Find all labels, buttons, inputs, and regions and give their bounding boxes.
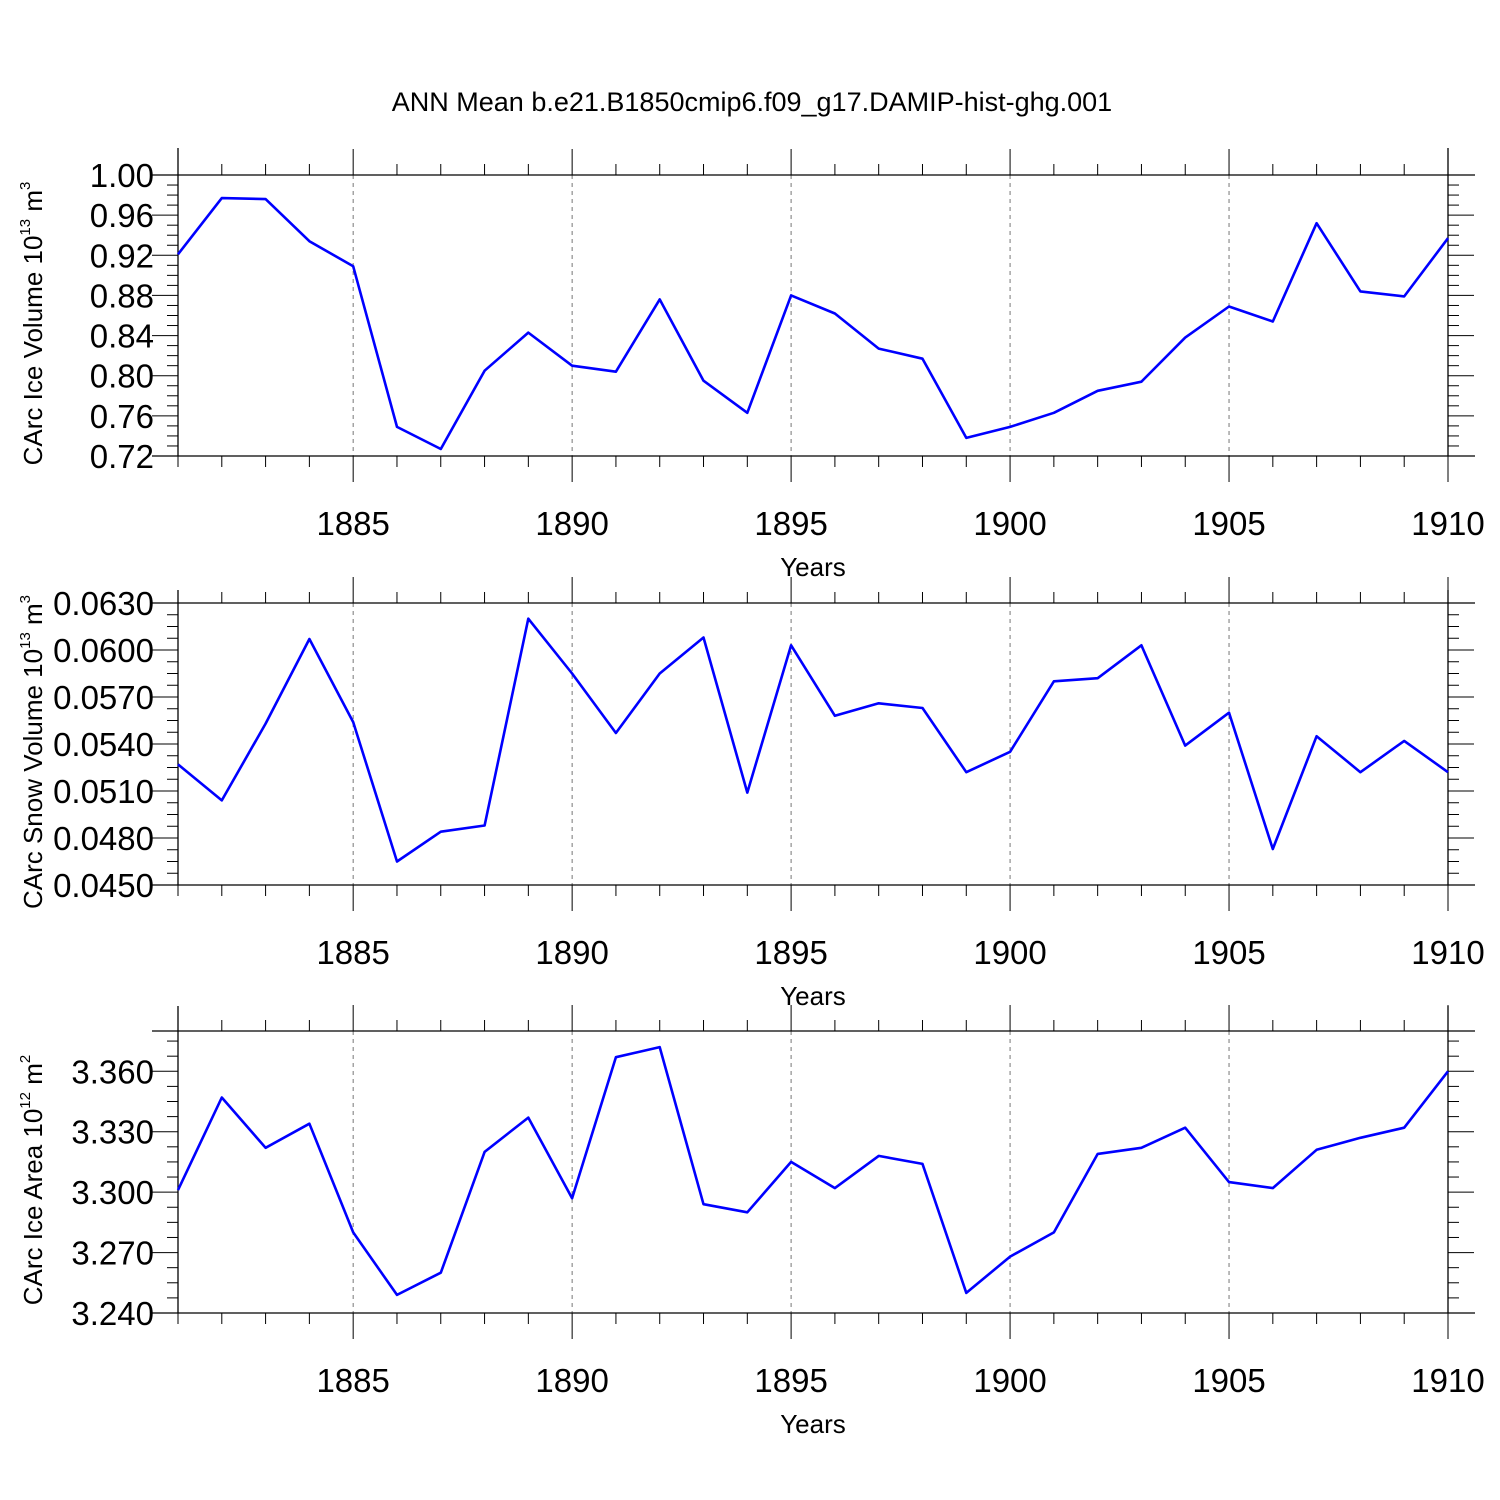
y-tick-label: 0.0450 — [53, 867, 154, 904]
x-tick-label: 1895 — [754, 934, 827, 971]
y-tick-label: 0.76 — [90, 398, 154, 435]
series-line — [176, 196, 1450, 451]
y-tick-label: 0.80 — [90, 358, 154, 395]
x-axis-title: Years — [780, 981, 846, 1011]
y-tick-label: 3.240 — [71, 1295, 154, 1332]
y-tick-label: 0.96 — [90, 197, 154, 234]
x-tick-label: 1890 — [535, 505, 608, 542]
x-tick-label: 1895 — [754, 1362, 827, 1399]
x-tick-label: 1885 — [316, 934, 389, 971]
y-tick-label: 3.270 — [71, 1235, 154, 1272]
x-axis-title: Years — [780, 1409, 846, 1439]
y-tick-label: 1.00 — [90, 157, 154, 194]
y-tick-label: 3.360 — [71, 1053, 154, 1090]
x-tick-label: 1900 — [973, 1362, 1046, 1399]
x-tick-label: 1905 — [1192, 505, 1265, 542]
x-tick-label: 1900 — [973, 505, 1046, 542]
y-tick-label: 0.0540 — [53, 726, 154, 763]
panel-3: 1885 1890 1895 1900 1905 1910 3.360 3.330 3.300 3… — [17, 1005, 1485, 1439]
x-tick-label: 1890 — [535, 1362, 608, 1399]
y-axis-title: CArc Snow Volume 1013 m3 — [17, 595, 48, 909]
panel-1: 1885 1890 1895 1900 1905 1910 1.000.960.920.88… — [17, 148, 1485, 582]
y-tick-label: 0.0600 — [53, 632, 154, 669]
x-tick-label: 1900 — [973, 934, 1046, 971]
y-tick-label: 0.84 — [90, 318, 154, 355]
x-tick-label: 1895 — [754, 505, 827, 542]
y-axis-title: CArc Ice Area 1012 m2 — [17, 1055, 48, 1305]
panel-2: 1885 1890 1895 1900 1905 1910 0.0630 0.0600 0.05… — [17, 577, 1485, 1011]
x-tick-label: 1910 — [1411, 1362, 1484, 1399]
y-tick-label: 0.88 — [90, 277, 154, 314]
y-tick-label: 0.72 — [90, 438, 154, 475]
series-line — [176, 1045, 1450, 1297]
y-tick-label: 0.0510 — [53, 773, 154, 810]
x-tick-label: 1905 — [1192, 1362, 1265, 1399]
x-axis-title: Years — [780, 552, 846, 582]
y-tick-label: 3.300 — [71, 1174, 154, 1211]
series-line — [177, 617, 1449, 863]
x-tick-label: 1885 — [316, 1362, 389, 1399]
x-tick-label: 1910 — [1411, 934, 1484, 971]
x-tick-label: 1890 — [535, 934, 608, 971]
x-tick-label: 1885 — [316, 505, 389, 542]
y-tick-label: 3.330 — [71, 1114, 154, 1151]
y-tick-label: 0.0570 — [53, 679, 154, 716]
x-tick-label: 1905 — [1192, 934, 1265, 971]
y-tick-label: 0.0630 — [53, 585, 154, 622]
y-tick-label: 0.0480 — [53, 820, 154, 857]
y-axis-title: CArc Ice Volume 1013 m3 — [17, 182, 48, 466]
x-tick-label: 1910 — [1411, 505, 1484, 542]
chart-title: ANN Mean b.e21.B1850cmip6.f09_g17.DAMIP-… — [392, 87, 1112, 117]
y-tick-label: 0.92 — [90, 237, 154, 274]
